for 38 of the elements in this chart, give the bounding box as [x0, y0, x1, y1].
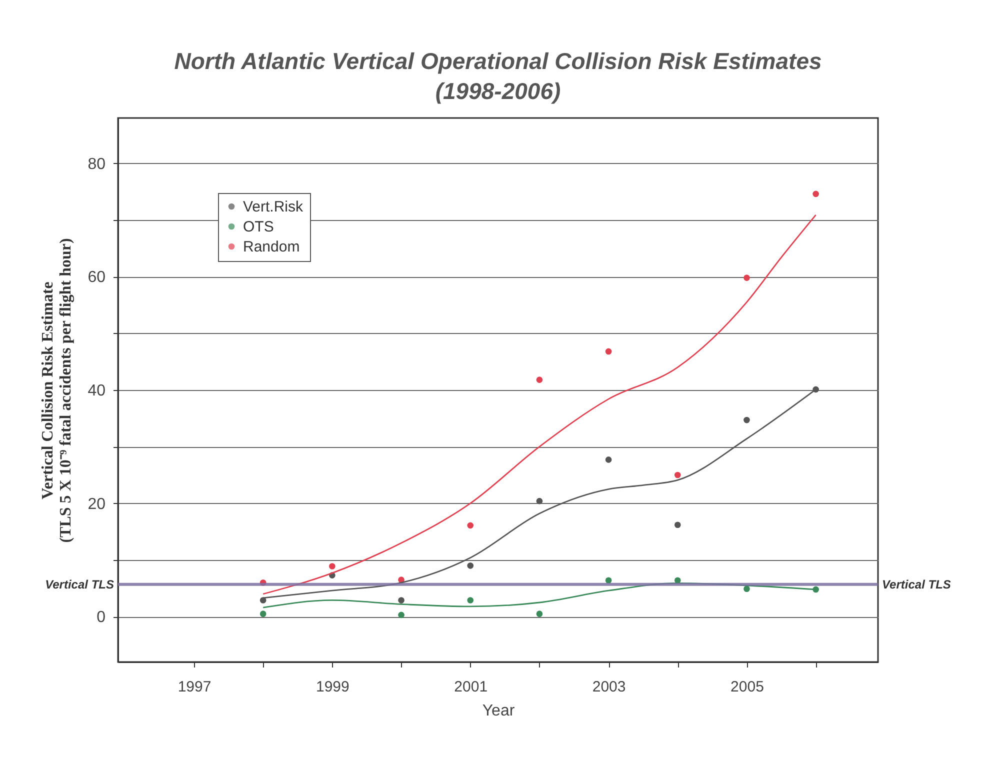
- chart-title: North Atlantic Vertical Operational Collision Risk Estimates (1998-2006): [174, 48, 822, 104]
- legend-label: Random: [243, 238, 300, 256]
- x-tick-label: 2001: [454, 678, 488, 696]
- x-tick-label: 2003: [592, 678, 626, 696]
- x-tick-label: 1997: [178, 678, 212, 696]
- point: [744, 274, 750, 281]
- point: [260, 597, 266, 604]
- point: [744, 416, 750, 424]
- point: [674, 522, 681, 528]
- point: [467, 597, 474, 604]
- x-axis-title: Year: [482, 702, 516, 720]
- point: [398, 612, 404, 618]
- y-tick-label: 60: [88, 269, 106, 286]
- point: [812, 190, 819, 198]
- point: [260, 610, 266, 617]
- point: [674, 472, 681, 478]
- legend-label: Vert.Risk: [243, 198, 304, 216]
- point: [329, 563, 336, 570]
- legend-label: OTS: [243, 218, 274, 236]
- y-tick-label: 80: [88, 156, 106, 173]
- point: [536, 610, 543, 617]
- point: [536, 376, 543, 383]
- y-tick-label: 40: [88, 382, 106, 400]
- point: [605, 577, 612, 584]
- y-tick-label: 0: [96, 609, 106, 626]
- point: [605, 456, 612, 463]
- point: [398, 597, 404, 604]
- ref-line-label: Vertical TLS: [45, 577, 114, 592]
- y-axis-title: Vertical Collision Risk Estimate (TLS 5 X 10⁻⁹ fatal accidents per flight hour): [40, 238, 75, 543]
- text: Vertical TLS: [882, 577, 951, 592]
- point: [605, 348, 612, 355]
- point: [744, 586, 750, 592]
- point: [467, 522, 474, 529]
- point: [467, 562, 474, 569]
- x-tick-label: 2005: [730, 678, 764, 696]
- x-tick-label: 1999: [316, 678, 350, 696]
- y-tick-label: 20: [88, 496, 106, 513]
- point: [536, 498, 543, 504]
